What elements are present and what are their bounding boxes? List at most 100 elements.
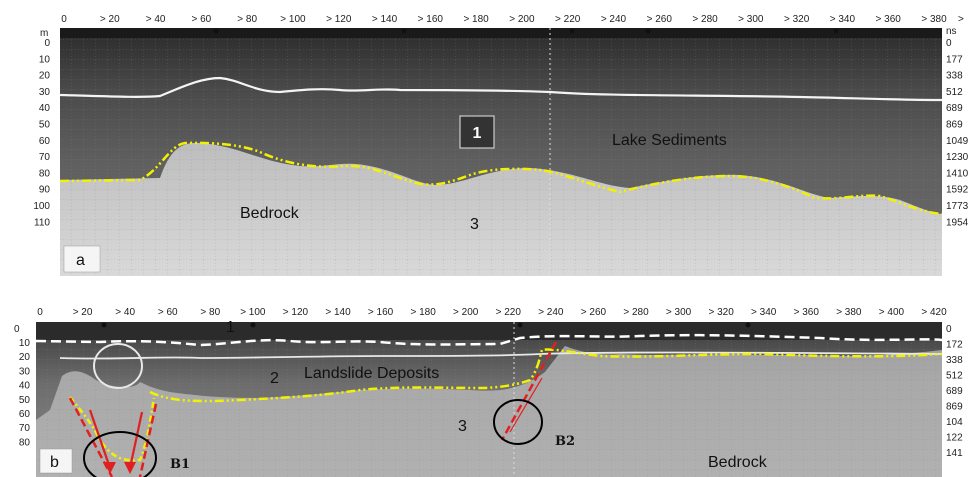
- panel-b-x-tick: > 340: [751, 307, 777, 318]
- fault-b2-circle: [493, 399, 543, 445]
- panel-b-x-tick: > 180: [410, 307, 436, 318]
- panel-b-time-tick: 512: [946, 371, 963, 382]
- axis-marker-dot: [745, 322, 751, 328]
- panel-a-x-tick: > 240: [601, 14, 627, 25]
- panel-b-x-tick: > 300: [666, 307, 692, 318]
- panel-a-time-tick: 1954: [946, 217, 969, 228]
- panel-a-depth-tick: 90: [39, 185, 51, 196]
- panel-a-x-tick: > 300: [738, 14, 764, 25]
- panel-a: 0 > 20 > 40 > 60 > 80 > 100 > 120 > 140 > 160 > 1…: [33, 14, 969, 276]
- axis-marker-dot: [250, 322, 256, 328]
- panel-b-x-tick: > 20: [73, 307, 93, 318]
- panel-b-x-tick: > 80: [200, 307, 220, 318]
- panel-b-time-tick: 122: [946, 433, 963, 444]
- panel-b-depth-tick: 70: [19, 423, 31, 434]
- panel-b-x-tick: > 260: [581, 307, 607, 318]
- panel-a-time-tick: 1410: [946, 168, 969, 179]
- fault-b2-line: [500, 341, 558, 441]
- panel-b-depth-tick: 80: [19, 437, 31, 448]
- panel-a-x-tick: > 140: [372, 14, 398, 25]
- panel-b-x-tick: > 100: [240, 307, 266, 318]
- panel-a-zone-number-3: 3: [470, 216, 479, 233]
- panel-a-depth-tick: 40: [39, 103, 51, 114]
- zone-number-box: [459, 115, 495, 149]
- panel-b-time-tick: 172: [946, 340, 963, 351]
- panel-b-x-tick: > 200: [453, 307, 479, 318]
- panel-b-time-tick: 0: [946, 324, 952, 335]
- fault-b1-arrowhead-right: [124, 462, 136, 474]
- axis-marker-dot: [645, 28, 651, 34]
- panel-b-zone-number-2: 2: [270, 370, 279, 387]
- panel-a-time-tick: 0: [946, 38, 952, 49]
- panel-b-depth-tick: 40: [19, 381, 31, 392]
- panel-b-x-tick: > 380: [836, 307, 862, 318]
- panel-b-x-tick: > 220: [496, 307, 522, 318]
- panel-a-reflector: [59, 76, 943, 102]
- panel-b-x-tick: > 420: [921, 307, 947, 318]
- panel-a-surface-band: [60, 28, 942, 38]
- panel-a-depth-tick: 0: [44, 38, 50, 49]
- panel-a-x-tick: > 360: [876, 14, 902, 25]
- fault-b2: [493, 341, 558, 445]
- panel-a-left-unit: m: [40, 28, 48, 39]
- axis-marker-dot: [213, 28, 219, 34]
- panel-b-interface-line: [149, 348, 943, 403]
- panel-a-x-tick: > 320: [784, 14, 810, 25]
- panel-a-x-tick: > 160: [418, 14, 444, 25]
- panel-a-time-tick: 689: [946, 103, 963, 114]
- panel-a-time-tick: 1592: [946, 185, 969, 196]
- panel-b-time-tick: 338: [946, 355, 963, 366]
- panel-a-depth-tick: 110: [34, 217, 50, 228]
- panel-a-time-tick: 177: [946, 54, 963, 65]
- fault-b2-label: B2: [555, 434, 575, 449]
- panel-b-x-tick: > 140: [325, 307, 351, 318]
- panel-a-label-box: [63, 245, 101, 273]
- panel-a-x-tick: > 40: [146, 14, 166, 25]
- axis-marker-dot: [833, 28, 839, 34]
- panel-a-depth-tick: 60: [39, 136, 51, 147]
- panel-b-time-tick: 869: [946, 402, 963, 413]
- panel-b-time-tick: 141: [946, 448, 963, 459]
- panel-b-label: b: [50, 454, 59, 471]
- panel-a-x-tick: > 220: [555, 14, 581, 25]
- fault-b1-arrow-right: [128, 411, 144, 469]
- axis-marker-dot: [101, 322, 107, 328]
- fault-b1: [68, 397, 158, 477]
- panel-a-x-tick: > 60: [191, 14, 211, 25]
- panel-a-depth-tick: 30: [39, 87, 51, 98]
- panel-b-zone-number-1: 1: [226, 319, 235, 336]
- fault-b1-arrowhead-left: [104, 462, 116, 474]
- panel-a-x-tick: > 260: [647, 14, 673, 25]
- panel-a-x-tick: > 100: [280, 14, 306, 25]
- panel-b-x-axis: 0 > 20 > 40 > 60 > 80 > 100 > 120 > 140 > 160 > 1…: [37, 307, 947, 318]
- panel-b-depth-tick: 50: [19, 395, 31, 406]
- panel-b: 0 > 20 > 40 > 60 > 80 > 100 > 120 > 140 > 160 > 1…: [14, 307, 963, 477]
- panel-b-x-tick: > 360: [794, 307, 820, 318]
- fault-b2-thin-line: [509, 377, 543, 433]
- axis-marker-dot: [517, 322, 523, 328]
- fault-b1-label: B1: [170, 457, 190, 472]
- panel-a-depth-tick: 80: [39, 168, 51, 179]
- panel-b-depth-tick: 30: [19, 366, 31, 377]
- panel-a-depth-tick: 50: [39, 120, 51, 131]
- panel-b-x-tick: > 240: [538, 307, 564, 318]
- panel-a-x-tick: > 280: [692, 14, 718, 25]
- panel-b-time-scale: 0 172 338 512 689 869 104 122 141: [946, 324, 963, 459]
- panel-a-time-scale: 0 177 338 512 689 869 1049 1230 1410 1592 1773 1954: [946, 38, 969, 228]
- panel-a-x-trailing-mark: >: [958, 14, 964, 25]
- panel-a-time-tick: 1773: [946, 201, 969, 212]
- panel-b-bedrock-label: Bedrock: [708, 454, 768, 471]
- lake-sediments-label: Lake Sediments: [612, 132, 727, 149]
- zone-number-1-text: 1: [473, 125, 482, 142]
- panel-b-time-tick: 104: [946, 417, 963, 428]
- panel-a-time-tick: 1049: [946, 136, 969, 147]
- panel-a-x-axis: 0 > 20 > 40 > 60 > 80 > 100 > 120 > 140 > 160 > 1…: [61, 14, 947, 25]
- panel-b-depth-tick: 20: [19, 352, 31, 363]
- panel-a-grid: [60, 28, 942, 276]
- panel-a-x-tick: > 80: [237, 14, 257, 25]
- panel-a-right-unit: ns: [946, 26, 957, 37]
- panel-a-x-tick: > 200: [509, 14, 535, 25]
- panel-a-depth-tick: 10: [39, 54, 51, 65]
- panel-a-x-tick: > 180: [463, 14, 489, 25]
- panel-a-depth-tick: 70: [39, 152, 51, 163]
